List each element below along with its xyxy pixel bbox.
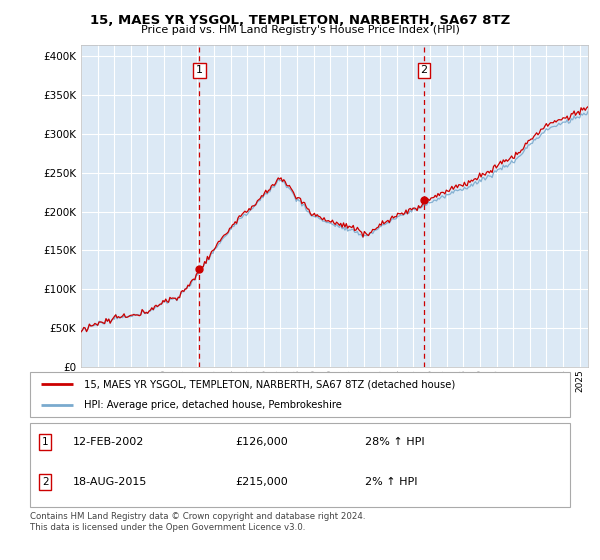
Text: Price paid vs. HM Land Registry's House Price Index (HPI): Price paid vs. HM Land Registry's House …	[140, 25, 460, 35]
Text: Contains HM Land Registry data © Crown copyright and database right 2024.
This d: Contains HM Land Registry data © Crown c…	[30, 512, 365, 532]
Text: 2: 2	[421, 66, 427, 76]
Text: HPI: Average price, detached house, Pembrokeshire: HPI: Average price, detached house, Pemb…	[84, 400, 342, 410]
Text: 15, MAES YR YSGOL, TEMPLETON, NARBERTH, SA67 8TZ: 15, MAES YR YSGOL, TEMPLETON, NARBERTH, …	[90, 14, 510, 27]
Text: 12-FEB-2002: 12-FEB-2002	[73, 437, 145, 447]
Text: £126,000: £126,000	[235, 437, 288, 447]
Text: 2% ↑ HPI: 2% ↑ HPI	[365, 477, 418, 487]
Text: £215,000: £215,000	[235, 477, 288, 487]
Text: 15, MAES YR YSGOL, TEMPLETON, NARBERTH, SA67 8TZ (detached house): 15, MAES YR YSGOL, TEMPLETON, NARBERTH, …	[84, 380, 455, 390]
FancyBboxPatch shape	[30, 423, 570, 507]
Text: 2: 2	[42, 477, 49, 487]
Text: 1: 1	[196, 66, 203, 76]
Text: 28% ↑ HPI: 28% ↑ HPI	[365, 437, 424, 447]
Text: 18-AUG-2015: 18-AUG-2015	[73, 477, 148, 487]
FancyBboxPatch shape	[30, 372, 570, 417]
Text: 1: 1	[42, 437, 49, 447]
